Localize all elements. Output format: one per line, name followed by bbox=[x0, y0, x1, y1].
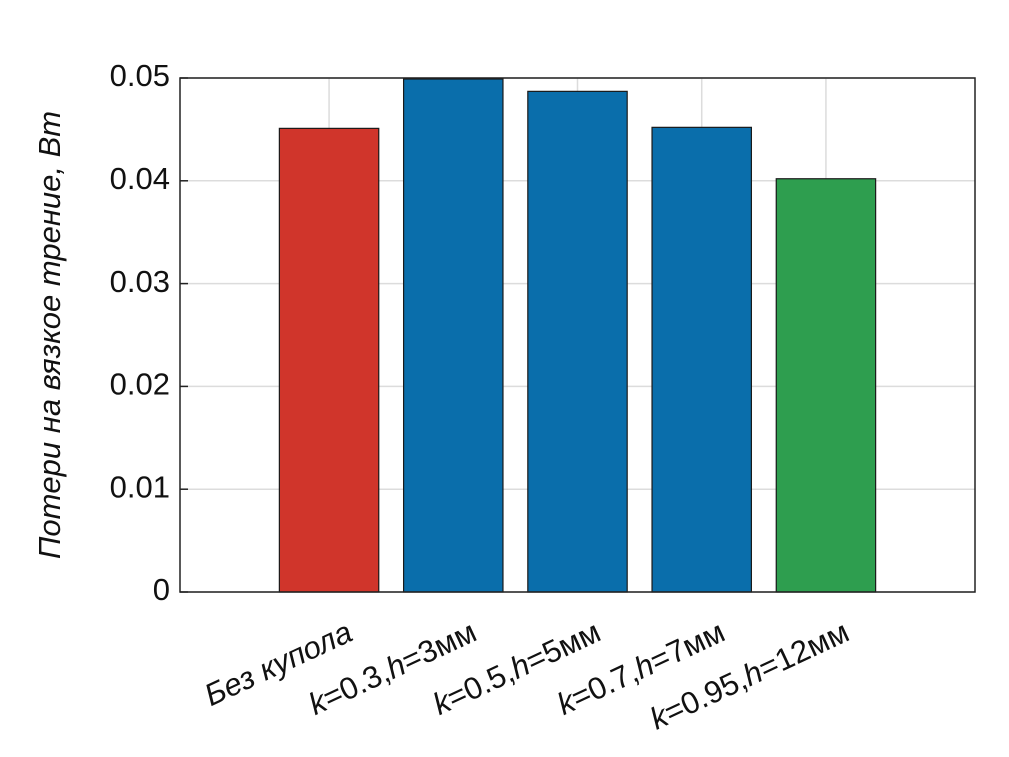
bar bbox=[278, 127, 380, 593]
bar bbox=[775, 178, 877, 593]
y-tick-label: 0 bbox=[153, 572, 170, 607]
y-tick-label: 0.04 bbox=[110, 161, 170, 196]
bar bbox=[527, 90, 628, 593]
axes-box bbox=[179, 77, 976, 593]
y-tick-label: 0.01 bbox=[110, 469, 170, 504]
y-tick-label: 0.03 bbox=[110, 264, 170, 299]
y-tick-label: 0.02 bbox=[110, 367, 170, 402]
bar bbox=[651, 126, 753, 593]
y-axis-label: Потери на вязкое трение, Вт bbox=[32, 111, 67, 559]
bar bbox=[402, 78, 504, 593]
y-tick-label: 0.05 bbox=[110, 58, 170, 93]
